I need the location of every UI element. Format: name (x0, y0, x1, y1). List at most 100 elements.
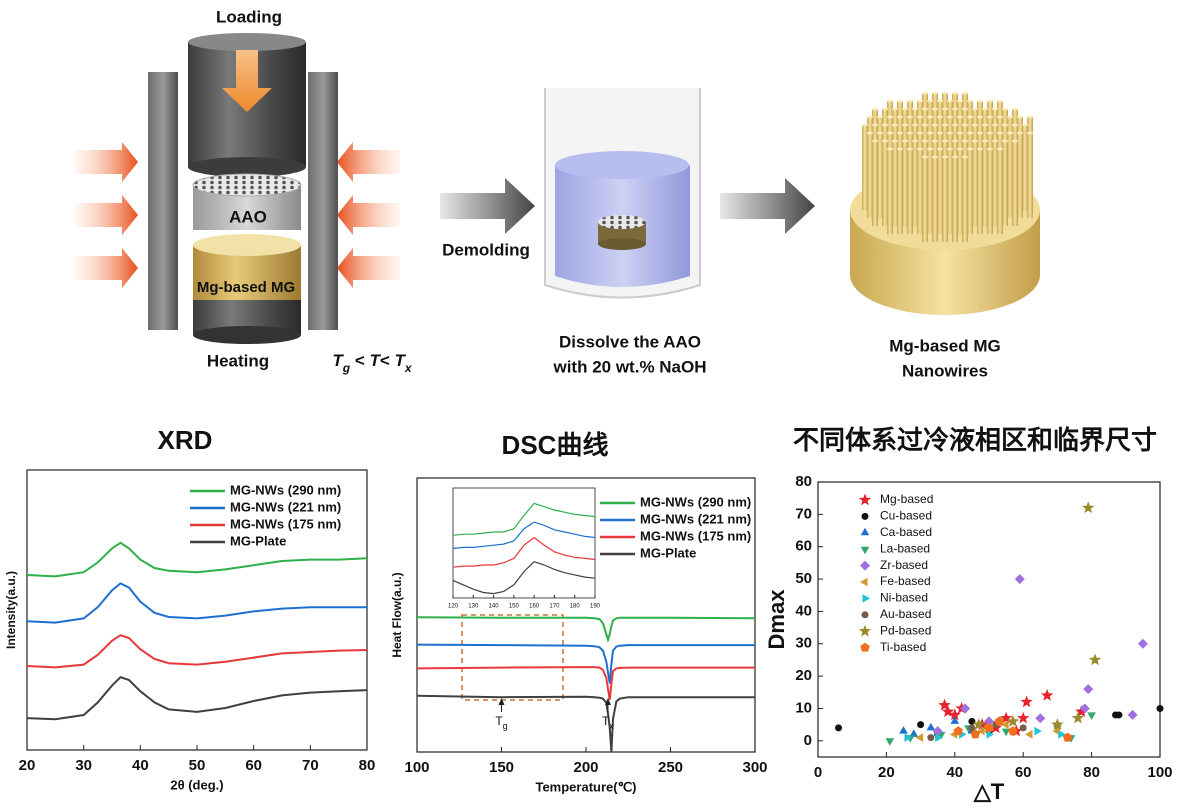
nanowire (937, 131, 943, 135)
plot-frame (452, 487, 596, 599)
nanowire (897, 115, 903, 119)
legend-swatch (858, 624, 872, 637)
nanowire (967, 149, 973, 234)
annotation-arrow (498, 698, 505, 705)
nanowire (892, 139, 898, 143)
nanowire (892, 107, 898, 111)
x-axis-label: 2θ (deg.) (170, 777, 223, 792)
nanowire (917, 99, 923, 103)
nanowire (942, 157, 948, 242)
data-point (927, 734, 935, 742)
nanowire (922, 157, 928, 242)
nanowire (907, 147, 913, 151)
annotation-sub: g (503, 721, 508, 731)
x-tick-label: 80 (1083, 764, 1100, 781)
legend-label: Pd-based (880, 623, 931, 637)
condition-part: T (395, 351, 407, 370)
nanowire (907, 99, 913, 103)
label: AAO (229, 207, 267, 226)
nanowire (907, 149, 913, 234)
data-point (1127, 709, 1138, 720)
nanowire (957, 149, 963, 234)
x-tick-label: 250 (658, 759, 683, 776)
series-line (452, 561, 596, 595)
nanowire (1012, 123, 1018, 127)
nanowire (952, 155, 958, 159)
nanowire (962, 139, 968, 143)
data-point (1001, 720, 1009, 729)
nanowire (942, 91, 948, 95)
x-tick-label: 300 (742, 759, 767, 776)
nanowire (1012, 107, 1018, 111)
chart-title: DSC曲线 (502, 430, 609, 460)
annotation-text: T (495, 714, 503, 728)
chart-title: XRD (158, 425, 213, 455)
condition-part: g (342, 361, 351, 375)
x-tick-label: 60 (245, 757, 262, 774)
nanowire (872, 139, 878, 143)
data-point (938, 698, 951, 711)
nanowire (1027, 133, 1033, 218)
legend-swatch (861, 611, 869, 619)
condition-part: < (350, 351, 369, 370)
nanowire (932, 123, 938, 127)
nanowire (977, 131, 983, 135)
data-point (1088, 653, 1102, 666)
legend-label: MG-NWs (290 nm) (230, 482, 341, 497)
x-tick-label: 20 (878, 764, 895, 781)
label: with 20 wt.% NaOH (552, 357, 706, 376)
nanowire (877, 131, 883, 135)
nanowire (927, 131, 933, 135)
heat-arrow (75, 142, 138, 182)
nanowire (1002, 141, 1008, 226)
aao-disk (192, 173, 302, 197)
nanowire (1007, 133, 1013, 218)
nanowire (942, 139, 948, 143)
nanowire (917, 147, 923, 151)
data-point (960, 703, 971, 714)
annotation: Tg (495, 714, 507, 731)
nanowire (942, 123, 948, 127)
nanowire (977, 115, 983, 119)
data-point (999, 711, 1013, 724)
data-point (935, 733, 943, 742)
nanowire (972, 141, 978, 226)
nanowire (947, 131, 953, 135)
condition-part: < (380, 351, 395, 370)
data-point (1025, 730, 1033, 739)
legend-label: Mg-based (880, 492, 933, 506)
legend-swatch (860, 560, 870, 571)
nanowire (892, 123, 898, 127)
nanowire (992, 123, 998, 127)
nanowire (997, 149, 1003, 234)
x-tick-label: 100 (1147, 764, 1172, 781)
data-point (835, 724, 843, 732)
series-line (416, 666, 755, 701)
x-tick-label: 140 (489, 604, 500, 610)
nanowire (1012, 141, 1018, 226)
x-tick-label: 0 (814, 764, 822, 781)
data-point (984, 722, 994, 732)
nanowire (1022, 123, 1028, 127)
nanowire (952, 107, 958, 111)
nanowire (907, 115, 913, 119)
nanowire (872, 123, 878, 127)
y-axis-label: Heat Flow(a.u.) (390, 572, 404, 657)
x-axis-label: △T (973, 779, 1005, 803)
nanowire (867, 131, 873, 135)
nanowire (912, 107, 918, 111)
heat-arrow (337, 142, 400, 182)
nanowire (987, 149, 993, 234)
nanowire (987, 131, 993, 135)
nanowire (972, 107, 978, 111)
nanowire (937, 149, 943, 234)
nanowire (932, 139, 938, 143)
annotation: Tx (602, 714, 614, 731)
nanowire (902, 139, 908, 143)
data-point (926, 722, 936, 731)
nanowire (982, 123, 988, 127)
nanowire (937, 115, 943, 119)
nanowire (957, 147, 963, 151)
